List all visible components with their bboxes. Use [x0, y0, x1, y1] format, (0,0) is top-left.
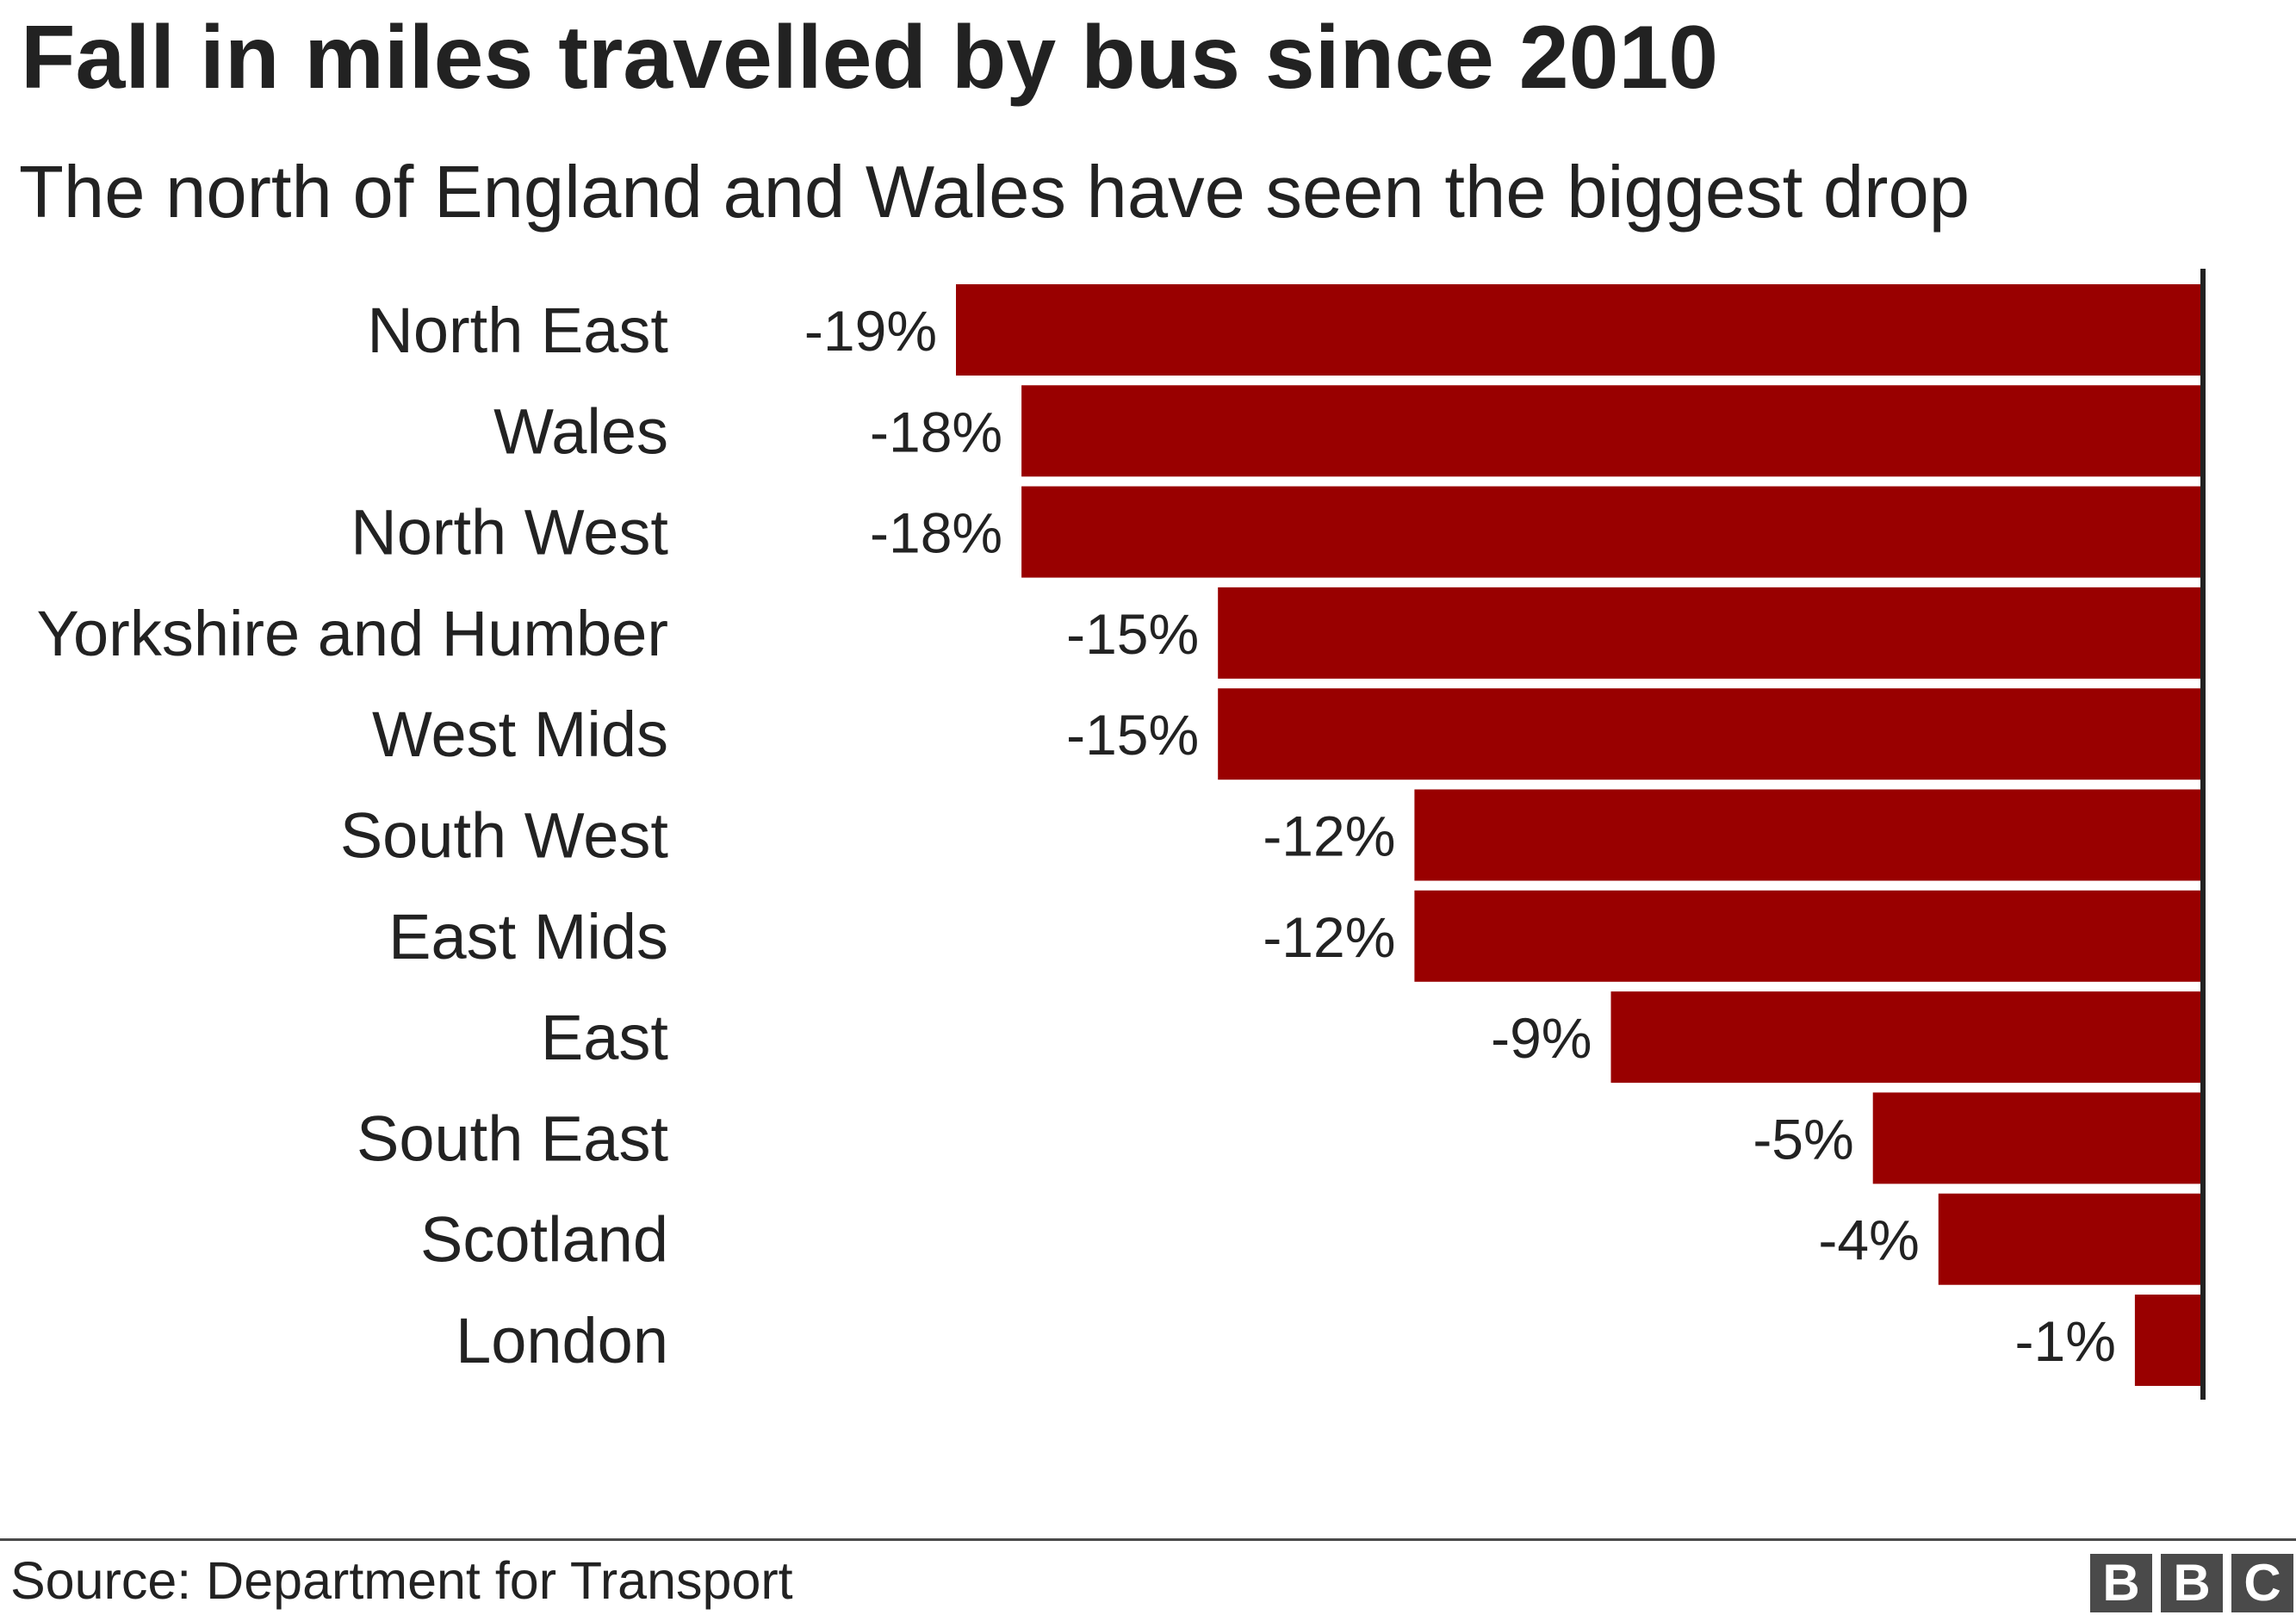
value-label: -18% — [870, 501, 1002, 565]
category-label: Scotland — [420, 1204, 668, 1276]
bar — [1218, 587, 2200, 679]
value-label: -9% — [1491, 1006, 1592, 1070]
value-label: -12% — [1263, 804, 1395, 868]
bbc-logo-letter: C — [2231, 1554, 2293, 1612]
bar — [956, 284, 2200, 376]
source-note: Source: Department for Transport — [10, 1551, 793, 1610]
bbc-logo: B B C — [2090, 1554, 2293, 1612]
value-label: -4% — [1818, 1208, 1919, 1272]
category-label: West Mids — [372, 699, 668, 770]
bbc-logo-letter: B — [2161, 1554, 2223, 1612]
category-label: North East — [367, 295, 668, 366]
bar — [1414, 789, 2200, 881]
value-label: -19% — [804, 299, 937, 363]
chart-subtitle: The north of England and Wales have seen… — [19, 152, 1970, 233]
bar — [1938, 1193, 2200, 1285]
value-label: -15% — [1066, 703, 1199, 767]
bar — [1218, 688, 2200, 780]
category-label: South West — [340, 800, 669, 872]
value-label: -18% — [870, 400, 1002, 463]
bar-chart: North East -19% Wales -18% North West -18% Yor… — [36, 269, 2206, 1400]
value-label: -5% — [1753, 1107, 1853, 1171]
category-label: East Mids — [388, 901, 668, 972]
bar — [2134, 1295, 2200, 1386]
value-label: -1% — [2015, 1309, 2116, 1373]
value-label: -12% — [1263, 905, 1395, 969]
category-label: East — [541, 1002, 669, 1073]
footer-divider — [0, 1538, 2296, 1541]
bar — [1872, 1092, 2200, 1184]
bar — [1021, 486, 2200, 578]
bbc-logo-letter: B — [2090, 1554, 2152, 1612]
category-label: North West — [351, 497, 668, 568]
bar — [1414, 890, 2200, 982]
bar — [1610, 991, 2200, 1084]
chart-title: Fall in miles travelled by bus since 201… — [21, 8, 1719, 108]
bar — [1021, 385, 2200, 477]
category-label: London — [456, 1305, 668, 1376]
value-label: -15% — [1066, 602, 1199, 666]
category-label: Yorkshire and Humber — [36, 598, 668, 669]
category-label: Wales — [493, 395, 668, 467]
category-label: South East — [357, 1103, 668, 1174]
